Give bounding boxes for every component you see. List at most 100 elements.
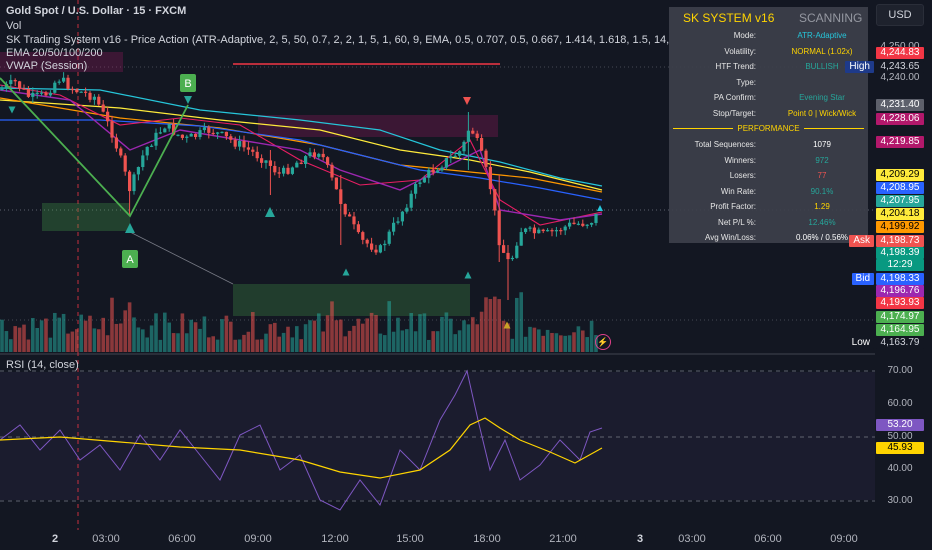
volume-bar <box>563 335 567 352</box>
volume-bar <box>303 324 308 352</box>
volume-bar <box>501 320 506 352</box>
volume-bar <box>171 333 176 352</box>
candle-body <box>44 92 48 96</box>
candle-body <box>31 92 35 97</box>
candle-body <box>202 127 206 131</box>
volume-bar <box>457 330 462 352</box>
volume-bar <box>576 326 581 352</box>
perf-row: Win Rate: 90.1% <box>669 187 868 201</box>
candle-body <box>57 81 61 83</box>
volume-bar <box>136 327 141 352</box>
panel-row: HTF Trend: BULLISH <box>669 62 868 76</box>
price-label: 4,243.65 <box>876 61 924 73</box>
sk-indicator-label[interactable]: SK Trading System v16 - Price Action (AT… <box>6 34 671 46</box>
volume-bar <box>264 333 268 352</box>
perf-row-value: 1.29 <box>814 202 830 211</box>
price-label: 12:29 <box>876 259 924 271</box>
candle-body <box>422 177 426 183</box>
sell-signal-arrow <box>8 106 16 114</box>
panel-row-value: BULLISH <box>805 62 839 71</box>
rsi-tick: 30.00 <box>887 495 913 506</box>
candle-body <box>154 132 158 146</box>
candle-body <box>136 167 140 175</box>
candle-body <box>70 88 74 91</box>
candle-body <box>141 155 145 168</box>
perf-row: Profit Factor: 1.29 <box>669 202 868 216</box>
volume-bar <box>9 339 13 352</box>
volume-bar <box>123 310 127 352</box>
volume-bar <box>97 329 101 352</box>
candle-body <box>273 165 277 173</box>
volume-bar <box>246 331 251 352</box>
candle-body <box>568 222 572 227</box>
candle-body <box>334 177 338 190</box>
volume-bar <box>321 331 325 352</box>
price-label: 4,219.85 <box>876 136 924 148</box>
currency-button[interactable]: USD <box>876 4 924 26</box>
demand-zone <box>233 284 470 316</box>
candle-body <box>163 128 167 133</box>
candle-body <box>308 152 312 157</box>
symbol-title[interactable]: Gold Spot / U.S. Dollar · 15 · FXCM <box>6 5 187 17</box>
panel-title: SK SYSTEM v16 <box>683 11 775 25</box>
candle-body <box>22 88 26 90</box>
candle-body <box>559 230 563 232</box>
rsi-title[interactable]: RSI (14, close) <box>6 359 79 371</box>
volume-bar <box>317 313 321 352</box>
panel-row-label: Volatility: <box>724 46 756 56</box>
volume-bar <box>589 320 594 352</box>
volume-bar <box>290 337 295 352</box>
rsi-line <box>0 369 603 511</box>
volume-bar <box>413 331 418 352</box>
candle-body <box>158 132 162 134</box>
volume-bar <box>308 320 312 352</box>
volume-indicator-label[interactable]: Vol <box>6 20 22 32</box>
price-ma-line <box>0 89 603 221</box>
lightning-icon[interactable]: ⚡ <box>595 334 611 350</box>
volume-bar <box>273 322 277 352</box>
candle-body <box>255 151 259 159</box>
volume-bar <box>334 320 339 352</box>
panel-status: SCANNING <box>799 11 863 25</box>
candle-body <box>317 153 321 157</box>
candle-body <box>123 155 127 172</box>
volume-bar <box>286 326 290 352</box>
price-label: 4,174.97 <box>876 311 924 323</box>
volume-bar <box>427 339 431 352</box>
candle-body <box>462 141 466 152</box>
volume-bar <box>224 315 229 352</box>
candle-body <box>563 226 567 231</box>
candle-body <box>510 257 514 260</box>
candle-body <box>66 77 70 89</box>
volume-bar <box>281 332 286 352</box>
volume-bar <box>396 317 400 352</box>
volume-bar <box>149 325 154 352</box>
panel-row-value: NORMAL (1.02x) <box>791 46 853 56</box>
volume-bar <box>405 329 409 352</box>
volume-bar <box>409 313 413 352</box>
rsi-tick: 40.00 <box>887 463 913 474</box>
candle-body <box>515 245 519 258</box>
panel-row-label: Mode: <box>733 31 756 40</box>
volume-bar <box>105 335 110 352</box>
price-tag-ask: Ask <box>849 235 874 247</box>
volume-bar <box>479 311 484 352</box>
volume-bar <box>277 336 281 352</box>
vwap-indicator-label[interactable]: VWAP (Session) <box>6 60 88 72</box>
volume-bar <box>31 317 35 352</box>
candle-body <box>392 222 396 232</box>
volume-bar <box>259 339 264 352</box>
ema-indicator-label[interactable]: EMA 20/50/100/200 <box>6 47 103 59</box>
ema-20-line <box>0 119 603 201</box>
perf-row-label: Losers: <box>729 171 756 180</box>
rsi-tick: 60.00 <box>887 398 913 409</box>
time-tick: 06:00 <box>754 533 782 545</box>
demand-zone <box>42 203 130 231</box>
candle-body <box>405 207 409 212</box>
rsi-value-label: 53.20 <box>876 419 924 431</box>
volume-bar <box>537 329 541 352</box>
candle-body <box>506 252 510 260</box>
candle-body <box>431 169 435 173</box>
candle-body <box>194 133 198 138</box>
